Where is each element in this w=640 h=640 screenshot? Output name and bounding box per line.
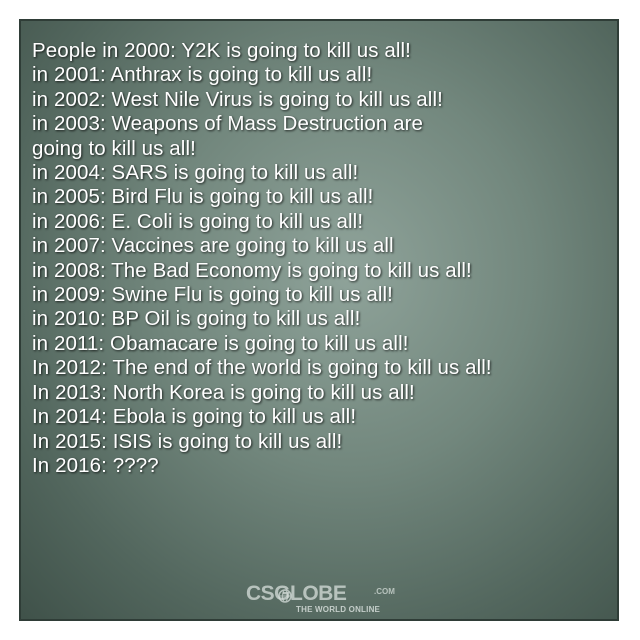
watermark-domain: .COM [374, 587, 395, 596]
text-line: in 2005: Bird Flu is going to kill us al… [32, 185, 374, 209]
text-line: in 2010: BP Oil is going to kill us all! [32, 307, 361, 331]
text-line: In 2016: ???? [32, 453, 159, 477]
text-line: People in 2000: Y2K is going to kill us … [32, 39, 411, 62]
text-line: in 2001: Anthrax is going to kill us all… [32, 63, 373, 87]
watermark-tagline: THE WORLD ONLINE [296, 605, 381, 614]
text-line: in 2002: West Nile Virus is going to kil… [32, 87, 443, 111]
text-line: in 2011: Obamacare is going to kill us a… [32, 331, 409, 355]
watermark-logo: CSGLOBE .COM THE WORLD ONLINE [246, 582, 416, 618]
text-line: in 2008: The Bad Economy is going to kil… [32, 258, 472, 282]
text-line: in 2003: Weapons of Mass Destruction are [32, 112, 424, 136]
meme-panel: People in 2000: Y2K is going to kill us … [19, 19, 619, 621]
text-line: in 2009: Swine Flu is going to kill us a… [32, 283, 393, 307]
text-line: In 2013: North Korea is going to kill us… [32, 380, 415, 404]
text-line: In 2015: ISIS is going to kill us all! [32, 429, 343, 453]
text-line: in 2006: E. Coli is going to kill us all… [32, 209, 364, 233]
text-line: in 2007: Vaccines are going to kill us a… [32, 234, 394, 258]
text-line: in 2004: SARS is going to kill us all! [32, 161, 359, 185]
text-line: In 2014: Ebola is going to kill us all! [32, 405, 357, 429]
text-line: going to kill us all! [32, 136, 196, 160]
watermark-brand: CSGLOBE [246, 582, 347, 605]
text-line: In 2012: The end of the world is going t… [32, 356, 492, 380]
globe-icon [278, 589, 292, 603]
meme-text: People in 2000: Y2K is going to kill us … [32, 39, 616, 478]
